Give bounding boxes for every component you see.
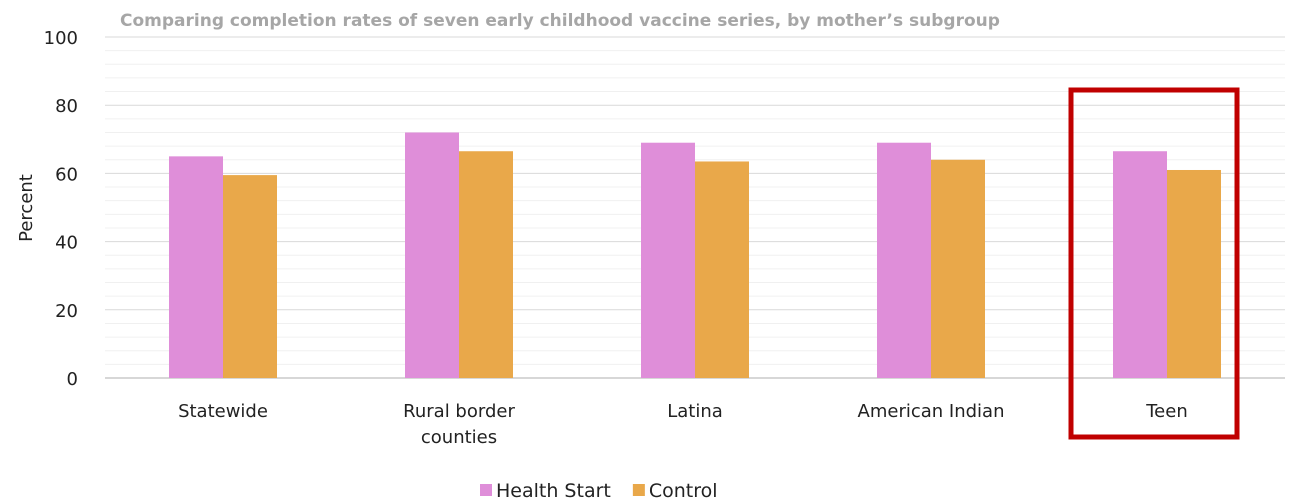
y-tick-label: 80: [55, 96, 78, 117]
legend: Health Start Control: [480, 480, 718, 502]
x-category-label: Statewide: [178, 401, 268, 422]
x-category-label: Rural border: [403, 401, 515, 422]
chart-title: Comparing completion rates of seven earl…: [120, 11, 1000, 31]
legend-label: Health Start: [496, 480, 611, 502]
y-axis-label: Percent: [16, 174, 37, 242]
legend-swatch: [632, 484, 645, 496]
legend-label: Control: [649, 480, 718, 502]
y-axis-ticks: 0 20 40 60 80 100: [44, 28, 78, 390]
category-labels: Statewide Rural border counties Latina Ameri…: [178, 401, 1188, 448]
highlight-rect: [1068, 87, 1240, 440]
x-category-label: American Indian: [858, 401, 1005, 422]
y-tick-label: 0: [67, 369, 78, 390]
highlight-box: [1068, 87, 1240, 440]
y-tick-label: 20: [55, 301, 78, 322]
bar-health-start: [405, 132, 459, 378]
bar-control: [1167, 169, 1221, 378]
legend-swatch: [480, 484, 492, 496]
bar-control: [459, 151, 513, 378]
x-category-label: Latina: [667, 401, 723, 422]
bar-control: [695, 161, 749, 378]
bar-health-start: [1113, 151, 1167, 378]
bar-health-start: [877, 142, 931, 378]
bar-control: [931, 159, 985, 378]
y-tick-label: 60: [55, 164, 78, 185]
x-category-label: Teen: [1145, 401, 1188, 422]
bar-control: [223, 175, 277, 378]
bar-health-start: [169, 156, 223, 378]
bar-health-start: [641, 142, 695, 378]
x-category-label: counties: [421, 427, 497, 448]
y-tick-label: 40: [55, 233, 78, 254]
y-tick-label: 100: [44, 28, 78, 49]
bars: [169, 132, 1221, 378]
